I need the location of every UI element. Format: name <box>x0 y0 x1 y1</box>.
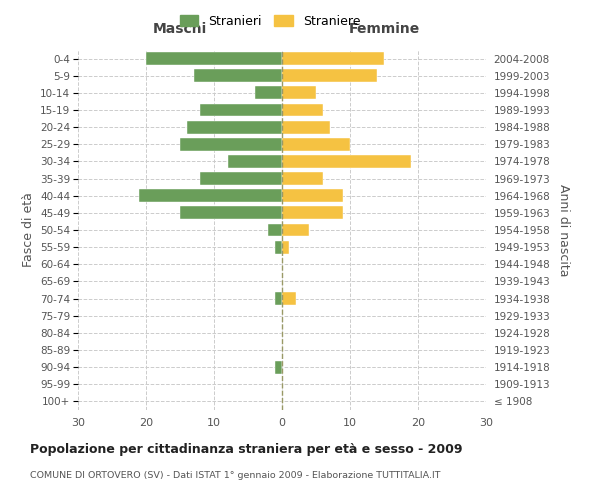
Bar <box>282 292 296 305</box>
Y-axis label: Anni di nascita: Anni di nascita <box>557 184 570 276</box>
Bar <box>282 52 384 65</box>
Bar <box>200 104 282 117</box>
Bar <box>282 138 350 150</box>
Bar <box>275 292 282 305</box>
Bar <box>268 224 282 236</box>
Bar <box>255 86 282 100</box>
Text: COMUNE DI ORTOVERO (SV) - Dati ISTAT 1° gennaio 2009 - Elaborazione TUTTITALIA.I: COMUNE DI ORTOVERO (SV) - Dati ISTAT 1° … <box>30 471 440 480</box>
Bar <box>282 190 343 202</box>
Bar <box>200 172 282 185</box>
Bar <box>194 70 282 82</box>
Text: Maschi: Maschi <box>153 22 207 36</box>
Bar <box>180 138 282 150</box>
Y-axis label: Fasce di età: Fasce di età <box>22 192 35 268</box>
Text: Femmine: Femmine <box>349 22 419 36</box>
Bar <box>282 206 343 220</box>
Bar <box>282 86 316 100</box>
Bar <box>227 155 282 168</box>
Bar <box>282 120 329 134</box>
Bar <box>146 52 282 65</box>
Bar <box>187 120 282 134</box>
Bar <box>282 104 323 117</box>
Bar <box>282 240 289 254</box>
Bar <box>282 70 377 82</box>
Bar <box>275 360 282 374</box>
Bar <box>282 172 323 185</box>
Bar <box>275 240 282 254</box>
Bar <box>180 206 282 220</box>
Legend: Stranieri, Straniere: Stranieri, Straniere <box>176 11 364 32</box>
Bar <box>139 190 282 202</box>
Bar <box>282 224 309 236</box>
Text: Popolazione per cittadinanza straniera per età e sesso - 2009: Popolazione per cittadinanza straniera p… <box>30 442 463 456</box>
Bar <box>282 155 411 168</box>
